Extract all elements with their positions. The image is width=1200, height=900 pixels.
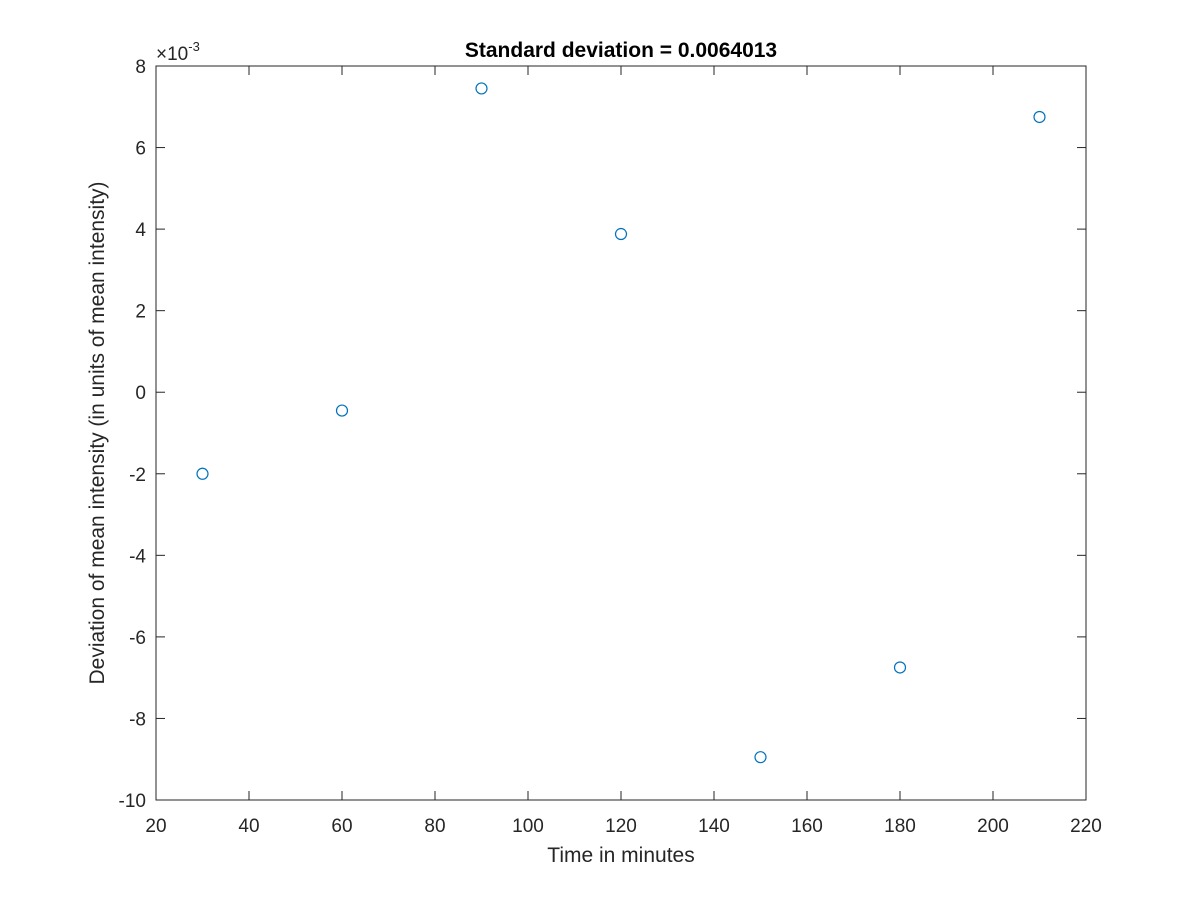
axes-background bbox=[156, 66, 1086, 800]
data-point bbox=[754, 751, 767, 764]
y-axis-exponent-base: ×10 bbox=[156, 44, 188, 65]
y-tick-label: -10 bbox=[119, 791, 146, 812]
x-tick-label: 220 bbox=[1070, 816, 1102, 837]
y-tick-label: -4 bbox=[129, 546, 146, 567]
x-tick-label: 100 bbox=[512, 816, 544, 837]
y-tick-label: -6 bbox=[129, 628, 146, 649]
data-points bbox=[196, 82, 1046, 764]
y-axis-tick-labels: -10 -8 -6 -4 -2 0 2 4 6 8 bbox=[119, 57, 147, 812]
x-tick-label: 120 bbox=[605, 816, 637, 837]
data-point bbox=[335, 404, 349, 417]
x-tick-label: 80 bbox=[424, 816, 445, 837]
y-tick-label: 8 bbox=[135, 57, 146, 78]
y-tick-label: 6 bbox=[135, 139, 146, 160]
axes-box bbox=[155, 65, 1087, 801]
data-point bbox=[1033, 110, 1046, 124]
y-tick-label: 0 bbox=[135, 383, 146, 404]
chart-title: Standard deviation = 0.0064013 bbox=[465, 39, 777, 62]
x-tick-label: 140 bbox=[698, 816, 730, 837]
x-axis-tick-labels: 20 40 60 80 100 120 140 160 180 200 220 bbox=[145, 816, 1101, 837]
y-tick-label: -2 bbox=[129, 465, 146, 486]
data-point bbox=[893, 661, 907, 674]
x-tick-label: 180 bbox=[884, 816, 916, 837]
data-point bbox=[614, 227, 628, 241]
y-axis-exponent-label: ×10-3 bbox=[156, 39, 200, 65]
y-axis-label: Deviation of mean intensity (in units of… bbox=[86, 181, 109, 684]
y-tick-label: 4 bbox=[135, 220, 146, 241]
x-tick-label: 20 bbox=[145, 816, 166, 837]
y-tick-label: -8 bbox=[129, 709, 146, 730]
data-point bbox=[475, 82, 488, 95]
x-tick-label: 200 bbox=[977, 816, 1009, 837]
x-tick-label: 60 bbox=[331, 816, 352, 837]
x-tick-label: 160 bbox=[791, 816, 823, 837]
y-axis-exponent-power: -3 bbox=[188, 39, 200, 54]
x-axis-label: Time in minutes bbox=[547, 844, 694, 867]
data-point bbox=[196, 467, 209, 480]
x-tick-label: 40 bbox=[238, 816, 259, 837]
y-tick-label: 2 bbox=[135, 302, 146, 323]
